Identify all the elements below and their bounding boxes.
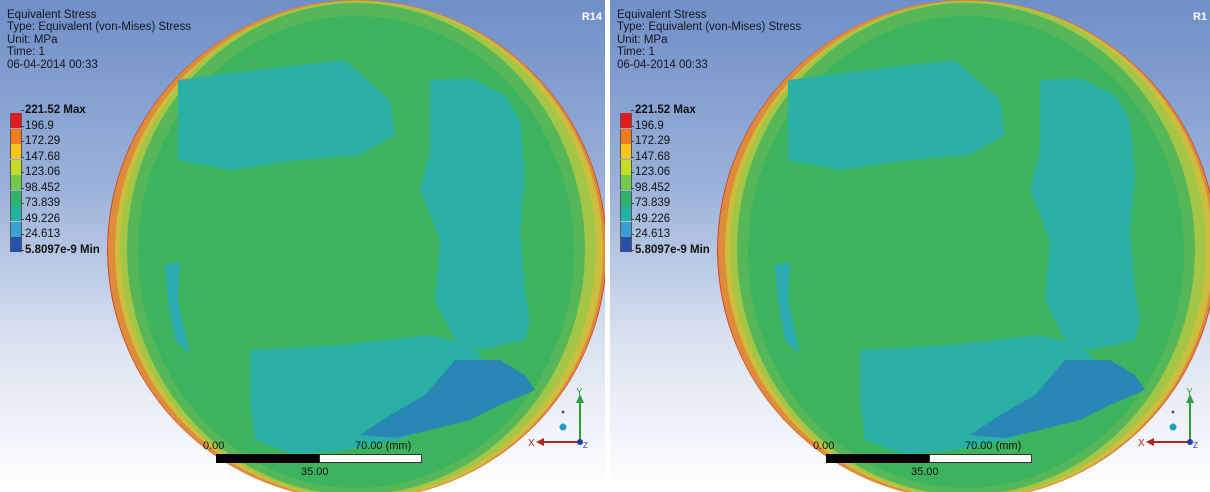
- scale-bar-black-segment: [216, 454, 319, 463]
- axis-triad-icon: Y X Z: [1138, 387, 1198, 450]
- legend-label: 5.8097e-9 Min: [635, 243, 710, 256]
- legend-swatch: [620, 175, 632, 190]
- legend-label: 123.06: [25, 166, 61, 178]
- axis-triad[interactable]: Y X Z: [528, 385, 598, 455]
- legend-swatch: [10, 190, 22, 206]
- scale-start-label: 0.00: [203, 440, 225, 452]
- legend-swatch: [10, 159, 22, 175]
- legend-label: 123.06: [635, 166, 671, 178]
- result-time: Time: 1: [7, 46, 45, 59]
- scale-mid-label: 35.00: [301, 466, 329, 478]
- result-unit: Unit: MPa: [7, 33, 58, 46]
- graphics-viewport-left[interactable]: Equivalent Stress Type: Equivalent (von-…: [0, 0, 605, 492]
- legend-swatch: [620, 206, 632, 221]
- legend-label: 147.68: [635, 150, 671, 163]
- legend-label: 221.52 Max: [25, 104, 86, 116]
- scale-bar-white-segment: [929, 454, 1032, 463]
- legend-label: 49.226: [635, 212, 671, 225]
- axis-y-label: Y: [1186, 387, 1193, 398]
- scale-start-label: 0.00: [813, 440, 835, 452]
- result-type: Type: Equivalent (von-Mises) Stress: [7, 21, 192, 34]
- axis-z-label: Z: [1193, 441, 1198, 450]
- legend-swatch: [620, 128, 632, 144]
- scale-bar: 0.00 70.00 (mm) 35.00: [813, 440, 1043, 482]
- legend-swatch: [620, 190, 632, 206]
- legend-label: 24.613: [25, 228, 61, 240]
- legend-swatch: [10, 175, 22, 190]
- scale-bar: 0.00 70.00 (mm) 35.00: [203, 440, 433, 482]
- revision-label: R14: [581, 11, 602, 23]
- axis-x-label: X: [1138, 438, 1145, 449]
- legend-label: 98.452: [25, 181, 61, 194]
- legend-swatch: [620, 144, 632, 159]
- legend-swatch: [620, 113, 632, 128]
- legend-swatch: [10, 206, 22, 221]
- legend-swatch: [10, 144, 22, 159]
- legend-label: 172.29: [25, 135, 61, 147]
- legend-label: 196.9: [25, 119, 54, 132]
- legend-label: 24.613: [635, 228, 671, 240]
- result-type: Type: Equivalent (von-Mises) Stress: [617, 21, 802, 34]
- scale-end-label: 70.00 (mm): [965, 440, 1022, 452]
- revision-label: R1: [1192, 11, 1207, 23]
- legend-label: 147.68: [25, 150, 61, 163]
- legend-swatch: [620, 159, 632, 175]
- axis-y-label: Y: [576, 387, 583, 398]
- legend-swatch: [10, 237, 22, 252]
- legend-label: 98.452: [635, 181, 671, 194]
- scale-end-label: 70.00 (mm): [355, 440, 412, 452]
- scale-mid-label: 35.00: [911, 466, 939, 478]
- legend-swatch: [10, 113, 22, 128]
- result-date: 06-04-2014 00:33: [7, 58, 98, 71]
- graphics-viewport-right[interactable]: Equivalent Stress Type: Equivalent (von-…: [610, 0, 1210, 492]
- legend-swatch: [620, 221, 632, 237]
- stress-contour-model: [107, 0, 605, 492]
- legend-swatch: [10, 128, 22, 144]
- scale-bar-black-segment: [826, 454, 929, 463]
- axis-triad-icon: Y X Z: [528, 387, 588, 450]
- axis-z-label: Z: [583, 441, 588, 450]
- legend-label: 196.9: [635, 119, 664, 132]
- result-title: Equivalent Stress: [617, 9, 707, 21]
- stress-contour-model: [717, 0, 1210, 492]
- legend-label: 73.839: [635, 197, 671, 209]
- legend-label: 5.8097e-9 Min: [25, 243, 100, 256]
- result-title: Equivalent Stress: [7, 9, 97, 21]
- axis-triad[interactable]: Y X Z: [1138, 385, 1208, 455]
- result-time: Time: 1: [617, 46, 655, 59]
- result-unit: Unit: MPa: [617, 33, 668, 46]
- legend-label: 221.52 Max: [635, 104, 696, 116]
- scale-bar-white-segment: [319, 454, 422, 463]
- legend-swatch: [10, 221, 22, 237]
- result-info: Equivalent Stress Type: Equivalent (von-…: [7, 9, 191, 71]
- legend-swatch: [620, 237, 632, 252]
- legend-label: 73.839: [25, 197, 61, 209]
- legend-label: 49.226: [25, 212, 61, 225]
- result-date: 06-04-2014 00:33: [617, 58, 708, 71]
- legend-label: 172.29: [635, 135, 671, 147]
- axis-x-label: X: [528, 438, 535, 449]
- result-info: Equivalent Stress Type: Equivalent (von-…: [617, 9, 801, 71]
